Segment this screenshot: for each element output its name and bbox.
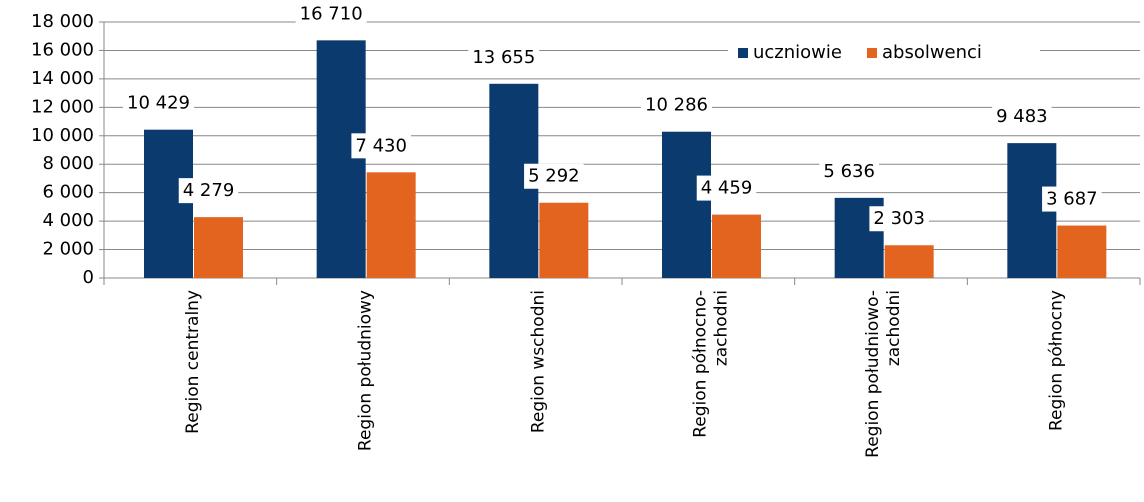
data-label-group: 5 292 (524, 163, 584, 189)
x-tick-label: Region południowy (356, 290, 376, 451)
x-tick-label: Region północny (1046, 290, 1066, 431)
legend: uczniowie absolwenci (728, 36, 1040, 70)
x-tick-label: zachodni (712, 290, 732, 366)
data-label-group: 3 687 (1042, 186, 1102, 212)
x-tick-label: Region centralny (183, 290, 203, 434)
data-label-group: 4 279 (178, 178, 239, 204)
y-tick-label: 4 000 (42, 210, 94, 231)
data-label: 2 303 (873, 208, 925, 229)
data-label-bg (869, 206, 929, 232)
y-tick-label: 2 000 (42, 239, 94, 260)
bar (712, 214, 761, 278)
y-tick-label: 6 000 (42, 182, 94, 203)
x-tick-label: Region wschodni (528, 290, 548, 433)
data-label: 4 279 (183, 180, 235, 201)
data-label-bg (696, 175, 757, 201)
legend-marker (738, 48, 748, 58)
data-label-group: 13 655 (468, 44, 540, 70)
data-label-bg (1042, 186, 1102, 212)
legend-bg (728, 36, 1040, 70)
bar (194, 217, 243, 278)
bar (539, 202, 589, 278)
data-label-bg (524, 163, 584, 189)
y-tick-label: 0 (83, 267, 94, 288)
data-label: 9 483 (996, 106, 1048, 127)
data-label-bg (819, 158, 879, 184)
y-tick-label: 18 000 (31, 11, 94, 32)
data-label: 16 710 (300, 3, 363, 24)
data-label: 3 687 (1046, 189, 1098, 210)
y-tick-label: 10 000 (31, 125, 94, 146)
bar (1057, 225, 1107, 278)
bar (884, 245, 934, 278)
data-label-bg (351, 133, 411, 159)
y-tick-label: 12 000 (31, 96, 94, 117)
x-tick-label: zachodni (884, 290, 904, 366)
data-label-bg (641, 92, 712, 118)
data-label-bg (992, 104, 1052, 130)
x-tick-label: Region południowo- (863, 290, 883, 458)
data-label: 10 286 (645, 95, 708, 116)
data-label-group: 7 430 (351, 133, 411, 159)
legend-label: uczniowie (753, 42, 842, 63)
data-label-group: 16 710 (295, 1, 367, 27)
data-label-group: 9 483 (992, 104, 1052, 130)
y-tick-label: 8 000 (42, 153, 94, 174)
y-tick-label: 14 000 (31, 68, 94, 89)
data-label-bg (295, 1, 367, 27)
data-label-bg (123, 90, 194, 116)
data-label-bg (468, 44, 540, 70)
data-label: 10 429 (127, 93, 190, 114)
x-tick-label: Region północno- (691, 290, 711, 438)
data-label: 13 655 (472, 47, 535, 68)
data-label: 5 636 (823, 161, 875, 182)
bar (366, 172, 416, 278)
data-label-bg (178, 178, 239, 204)
data-label-group: 10 286 (641, 92, 712, 118)
bar (144, 129, 193, 278)
data-label: 4 459 (701, 178, 753, 199)
y-tick-label: 16 000 (31, 39, 94, 60)
bar (662, 131, 711, 278)
bar (316, 40, 366, 279)
data-label-group: 4 459 (696, 175, 757, 201)
data-label: 7 430 (355, 135, 407, 156)
data-label-group: 10 429 (123, 90, 194, 116)
legend-marker (866, 48, 877, 58)
data-label-group: 5 636 (819, 158, 879, 184)
legend-label: absolwenci (882, 42, 982, 63)
data-label-group: 2 303 (869, 206, 929, 232)
data-label: 5 292 (528, 166, 580, 187)
